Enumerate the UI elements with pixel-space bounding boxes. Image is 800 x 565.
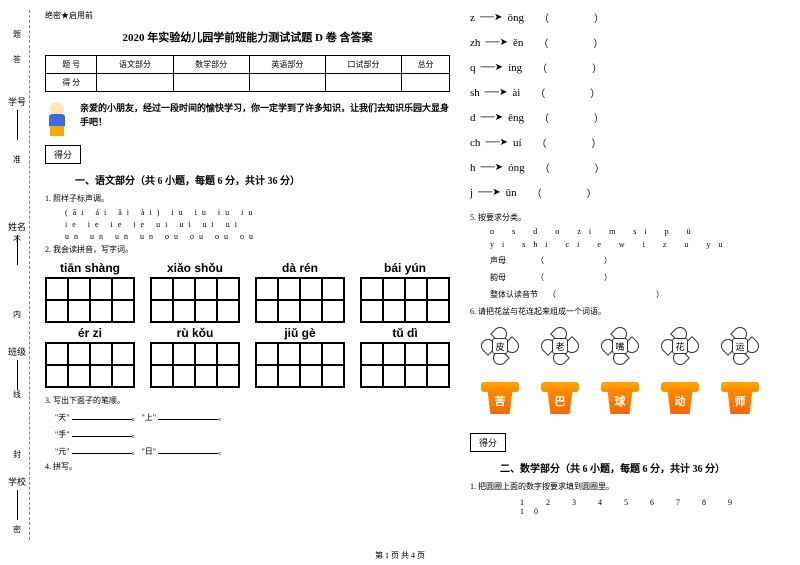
- stroke-row: "元" 。 "日" 。: [45, 444, 450, 457]
- sidebar-line: [17, 110, 18, 140]
- grid-item: rù kǒu: [150, 326, 240, 389]
- th: 题 号: [46, 56, 97, 74]
- flower-icon: 皮: [481, 327, 519, 365]
- pot-icon: 巴: [541, 380, 579, 418]
- intro-text: 亲爱的小朋友，经过一段时间的愉快学习，你一定学到了许多知识，让我们去知识乐园大显…: [80, 102, 450, 129]
- grid-item: tiān shàng: [45, 261, 135, 324]
- mark: 内: [12, 310, 23, 318]
- q1: 1. 照样子标声调。: [45, 193, 450, 204]
- sidebar-label: 学校: [8, 475, 26, 488]
- combine-item: zh──➤ěn（）: [470, 35, 630, 50]
- td: 得 分: [46, 74, 97, 92]
- left-column: 绝密★启用前 2020 年实验幼儿园学前班能力测试试题 D 卷 含答案 题 号 …: [35, 10, 460, 545]
- stroke-row: "天" 。 "上" 。: [45, 410, 450, 423]
- td: [97, 74, 173, 92]
- classify-letters: yi shi ci e w i z u yu: [470, 240, 770, 249]
- pots-row: 苦巴球动师: [470, 380, 770, 418]
- combine-item: sh──➤àì（）: [470, 85, 630, 100]
- secret-label: 绝密★启用前: [45, 10, 450, 21]
- page-footer: 第 1 页 共 4 页: [0, 550, 800, 561]
- mascot-icon: [45, 102, 75, 137]
- exam-title: 2020 年实验幼儿园学前班能力测试试题 D 卷 含答案: [45, 29, 450, 45]
- pot-icon: 动: [661, 380, 699, 418]
- grid-item: tǔ dì: [360, 326, 450, 389]
- th: 口试部分: [325, 56, 401, 74]
- sidebar-line: [17, 360, 18, 390]
- grid-item: dà rén: [255, 261, 345, 324]
- flower-icon: 嘴: [601, 327, 639, 365]
- q1-line: (āi ái ǎi ài) iu iu iu iu: [45, 208, 450, 217]
- sidebar-label: 姓名: [8, 220, 26, 233]
- th: 数学部分: [173, 56, 249, 74]
- score-box: 得分: [45, 145, 81, 164]
- q4: 4. 拼写。: [45, 461, 450, 472]
- pot-icon: 球: [601, 380, 639, 418]
- pot-icon: 苦: [481, 380, 519, 418]
- q3: 3. 写出下面子的笔顺。: [45, 395, 450, 406]
- pinyin-grids: tiān shàng xiǎo shǒu dà rén bái yún ér z…: [45, 261, 450, 389]
- q5: 5. 按要求分类。: [470, 212, 770, 223]
- sidebar-label: 学号: [8, 95, 26, 108]
- classify-cat: 声母（）: [490, 255, 770, 266]
- right-column: z──➤ōng（） zh──➤ěn（） q──➤íng（） sh──➤àì（） d──➤…: [460, 10, 780, 545]
- s2-q1: 1. 把圆圈上面的数字按要求填到圆圈里。: [470, 481, 770, 492]
- grid-item: xiǎo shǒu: [150, 261, 240, 324]
- sidebar-line: [17, 490, 18, 520]
- classify-cat: 韵母（）: [490, 272, 770, 283]
- mark: 线: [12, 390, 23, 398]
- mark: 密: [12, 525, 23, 533]
- page-content: 绝密★启用前 2020 年实验幼儿园学前班能力测试试题 D 卷 含答案 题 号 …: [0, 0, 800, 545]
- td: [249, 74, 325, 92]
- section-2-title: 二、数学部分（共 6 小题，每题 6 分，共计 36 分）: [500, 460, 770, 475]
- sidebar-label: 班级: [8, 345, 26, 358]
- flower-icon: 花: [661, 327, 699, 365]
- flower-icon: 老: [541, 327, 579, 365]
- mark: 封: [12, 450, 23, 458]
- combine-item: z──➤ōng（）: [470, 10, 630, 25]
- pot-icon: 师: [721, 380, 759, 418]
- th: 总分: [402, 56, 450, 74]
- mark: 题: [12, 30, 23, 38]
- score-box: 得分: [470, 433, 506, 452]
- combine-item: q──➤íng（）: [470, 60, 630, 75]
- flowers-row: 皮老嘴花运: [470, 327, 770, 365]
- q1-line: un un un un ou ou ou ou: [45, 232, 450, 241]
- stroke-row: "手" 。: [45, 427, 450, 440]
- combine-item: ch──➤uí（）: [470, 135, 630, 150]
- td: [325, 74, 401, 92]
- classify-letters: ɑ s d o zi m si p ü: [470, 227, 770, 236]
- grid-item: ér zi: [45, 326, 135, 389]
- mark: 准: [12, 155, 23, 163]
- combine-item: d──➤ēng（）: [470, 110, 630, 125]
- combine-item: j──➤ūn（）: [470, 185, 630, 200]
- mark: 不: [12, 235, 23, 243]
- grid-item: jiǔ gè: [255, 326, 345, 389]
- pinyin-combine-block: z──➤ōng（） zh──➤ěn（） q──➤íng（） sh──➤àì（） d──➤…: [470, 10, 770, 200]
- q1-line: ie ie ie ie ui ui ui ui: [45, 220, 450, 229]
- flower-icon: 运: [721, 327, 759, 365]
- td: [173, 74, 249, 92]
- section-1-title: 一、语文部分（共 6 小题，每题 6 分，共计 36 分）: [75, 172, 450, 187]
- q2: 2. 我会读拼音，写字词。: [45, 244, 450, 255]
- binding-sidebar: 题 答 学号 准 姓名 不 内 班级 线 封 学校 密: [5, 10, 30, 540]
- td: [402, 74, 450, 92]
- combine-item: h──➤óng（）: [470, 160, 630, 175]
- number-row: 1 2 3 4 5 6 7 8 9 10: [470, 498, 770, 516]
- th: 英语部分: [249, 56, 325, 74]
- mark: 答: [12, 55, 23, 63]
- intro-block: 亲爱的小朋友，经过一段时间的愉快学习，你一定学到了许多知识，让我们去知识乐园大显…: [45, 102, 450, 137]
- q6: 6. 请把花盆与花连起来组成一个词语。: [470, 306, 770, 317]
- classify-cat: 整体认读音节（）: [490, 289, 770, 300]
- th: 语文部分: [97, 56, 173, 74]
- score-table: 题 号 语文部分 数学部分 英语部分 口试部分 总分 得 分: [45, 55, 450, 92]
- grid-item: bái yún: [360, 261, 450, 324]
